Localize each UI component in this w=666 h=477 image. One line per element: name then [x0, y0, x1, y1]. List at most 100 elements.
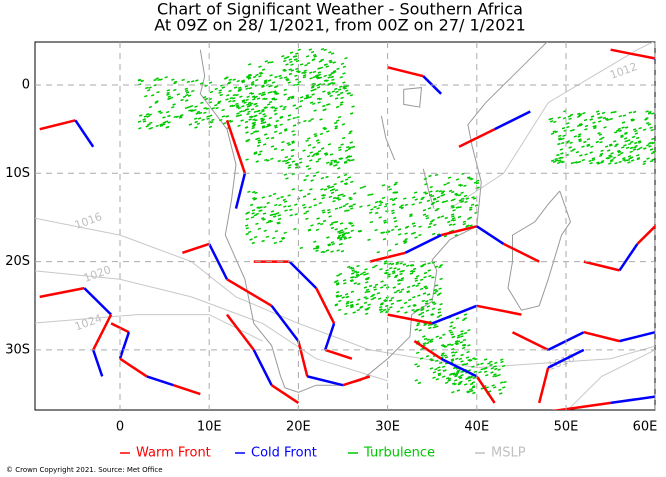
- turbulence: [265, 235, 270, 239]
- turbulence: [430, 338, 434, 341]
- front: [610, 395, 655, 405]
- turbulence: [289, 208, 293, 212]
- turbulence: [400, 206, 405, 210]
- turbulence: [624, 139, 628, 143]
- turbulence: [557, 142, 561, 146]
- turbulence: [614, 161, 618, 165]
- turbulence: [421, 196, 425, 199]
- turbulence: [494, 361, 498, 365]
- turbulence: [208, 81, 213, 84]
- turbulence: [202, 95, 207, 99]
- turbulence: [391, 270, 396, 273]
- turbulence: [344, 178, 349, 181]
- turbulence: [450, 347, 455, 351]
- turbulence: [556, 161, 561, 165]
- turbulence: [472, 376, 476, 380]
- turbulence: [428, 193, 433, 197]
- turbulence: [385, 269, 389, 272]
- turbulence: [443, 183, 447, 186]
- turbulence: [238, 114, 243, 117]
- turbulence: [294, 162, 298, 166]
- turbulence: [146, 115, 150, 118]
- turbulence: [342, 194, 346, 198]
- turbulence: [600, 149, 604, 153]
- x-tick-label: 20E: [286, 420, 311, 435]
- turbulence: [376, 207, 380, 210]
- turbulence: [225, 115, 230, 118]
- turbulence: [327, 143, 332, 146]
- turbulence: [344, 56, 348, 60]
- turbulence: [420, 305, 425, 309]
- turbulence: [406, 285, 411, 289]
- turbulence: [334, 87, 338, 91]
- turbulence: [413, 310, 417, 313]
- turbulence: [250, 92, 255, 95]
- turbulence: [365, 297, 369, 300]
- turbulence: [253, 152, 258, 155]
- turbulence: [400, 288, 405, 291]
- turbulence: [433, 291, 437, 295]
- turbulence: [438, 265, 442, 269]
- turbulence: [294, 74, 298, 78]
- turbulence: [576, 115, 581, 118]
- turbulence: [330, 159, 334, 162]
- turbulence: [332, 196, 337, 200]
- turbulence: [261, 109, 265, 113]
- turbulence: [369, 220, 374, 224]
- turbulence: [185, 91, 190, 94]
- turbulence: [617, 127, 622, 131]
- copyright: © Crown Copyright 2021. Source: Met Offi…: [6, 466, 163, 474]
- turbulence: [291, 140, 295, 143]
- turbulence: [621, 146, 625, 149]
- turbulence: [374, 211, 379, 215]
- turbulence: [339, 75, 344, 79]
- turbulence: [612, 140, 617, 143]
- turbulence: [241, 99, 246, 102]
- turbulence: [323, 74, 327, 78]
- turbulence: [320, 188, 324, 191]
- turbulence: [351, 269, 355, 272]
- turbulence: [357, 298, 361, 301]
- turbulence: [557, 116, 561, 119]
- turbulence: [237, 124, 241, 128]
- turbulence: [143, 115, 148, 118]
- turbulence: [292, 104, 297, 107]
- turbulence: [622, 114, 627, 117]
- turbulence: [471, 385, 476, 388]
- turbulence: [428, 274, 432, 278]
- turbulence: [338, 243, 343, 246]
- isobar: [567, 349, 655, 410]
- turbulence: [400, 277, 405, 280]
- turbulence: [289, 60, 293, 64]
- turbulence: [334, 228, 338, 231]
- turbulence: [173, 80, 178, 84]
- turbulence: [388, 262, 392, 266]
- turbulence: [194, 126, 198, 129]
- front: [324, 323, 336, 351]
- turbulence: [556, 153, 560, 157]
- turbulence: [411, 196, 416, 199]
- turbulence: [374, 283, 379, 287]
- turbulence: [473, 370, 478, 374]
- turbulence: [600, 161, 604, 164]
- turbulence: [365, 288, 370, 292]
- turbulence: [414, 277, 418, 280]
- turbulence: [348, 146, 353, 149]
- turbulence: [431, 232, 436, 236]
- turbulence: [305, 165, 310, 168]
- turbulence: [652, 150, 655, 153]
- turbulence: [334, 125, 339, 128]
- turbulence: [596, 112, 601, 116]
- turbulence: [465, 356, 470, 359]
- turbulence: [337, 146, 342, 149]
- turbulence: [200, 101, 204, 105]
- turbulence: [469, 388, 473, 391]
- turbulence: [184, 89, 189, 93]
- turbulence: [610, 152, 614, 155]
- turbulence: [566, 125, 570, 129]
- front: [431, 304, 478, 325]
- turbulence: [285, 161, 289, 165]
- turbulence: [266, 201, 270, 205]
- turbulence: [295, 59, 300, 63]
- turbulence: [181, 78, 185, 82]
